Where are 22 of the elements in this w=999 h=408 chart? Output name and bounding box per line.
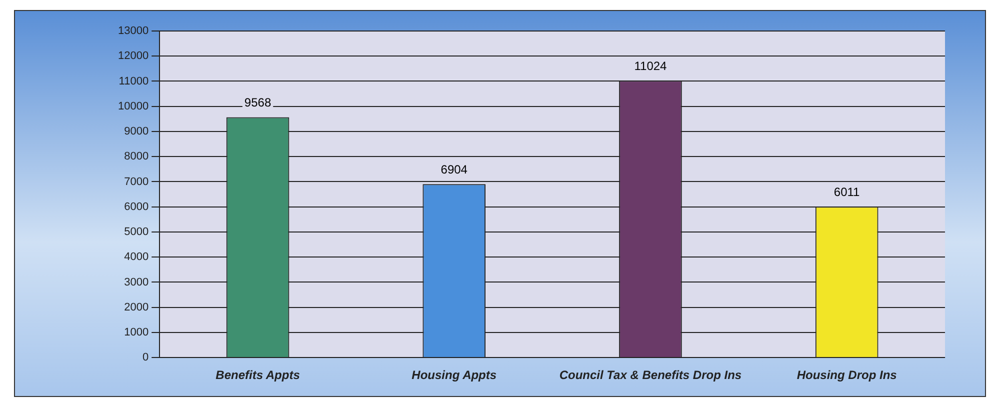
data-label: 9568 <box>244 96 272 110</box>
y-tick-label: 10000 <box>118 100 149 112</box>
x-tick-label: Benefits Appts <box>216 368 300 382</box>
x-tick-label: Housing Appts <box>412 368 497 382</box>
y-tick-label: 0 <box>142 352 149 364</box>
data-label: 11024 <box>634 58 668 73</box>
y-tick-label: 7000 <box>124 176 149 188</box>
y-tick-label: 5000 <box>124 226 149 238</box>
y-tick-label: 8000 <box>124 150 149 163</box>
y-tick-label: 11000 <box>118 75 149 88</box>
x-tick-label: Housing Drop Ins <box>796 368 898 382</box>
y-tick-label: 13000 <box>118 25 149 38</box>
y-tick-label: 1000 <box>124 326 149 339</box>
y-tick-label: 12000 <box>118 50 149 62</box>
data-label: 6904 <box>440 162 468 176</box>
x-tick-label: Council Tax & Benefits Drop Ins <box>559 368 742 382</box>
y-tick-label: 2000 <box>124 301 149 314</box>
y-tick-label: 4000 <box>124 251 149 264</box>
data-label: 6011 <box>834 184 860 199</box>
y-tick-label: 3000 <box>124 276 149 288</box>
y-tick-label: 6000 <box>124 200 149 213</box>
y-tick-label: 9000 <box>124 126 149 138</box>
